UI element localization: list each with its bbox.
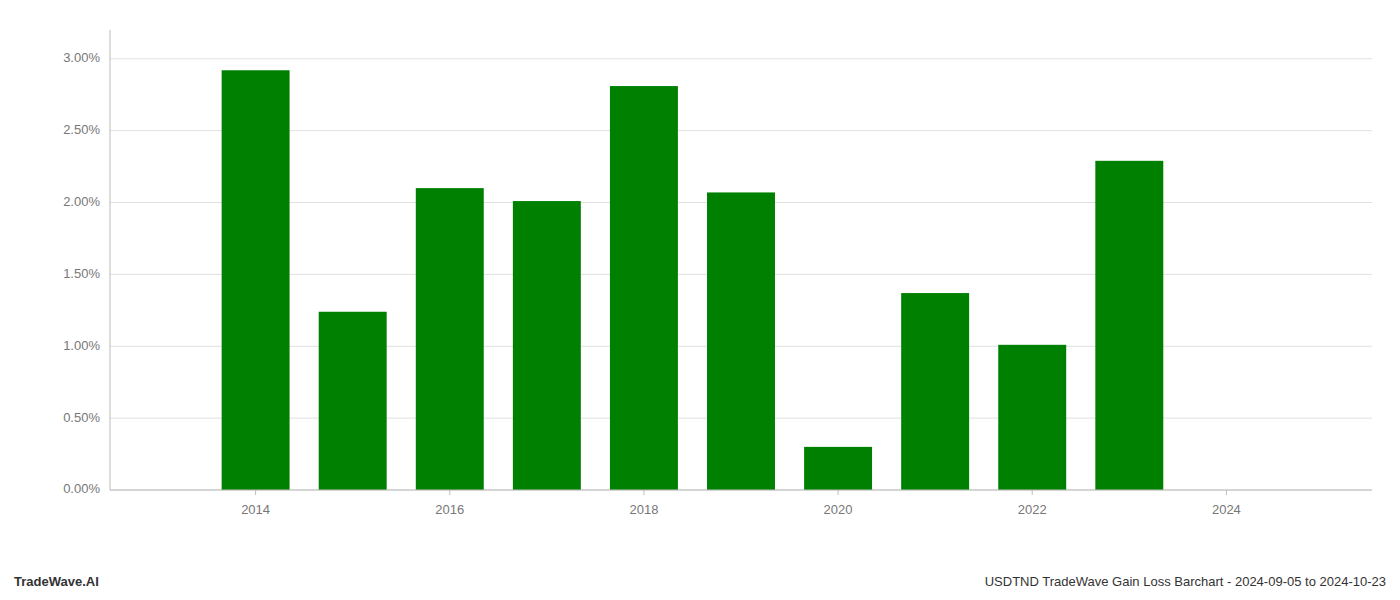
bar [901,293,969,490]
bar [222,70,290,490]
x-tick-label: 2024 [1212,502,1241,517]
x-tick [1032,490,1033,495]
x-tick [838,490,839,495]
bar [1095,161,1163,490]
grid-line [110,490,1372,491]
y-tick-label: 2.50% [63,122,100,137]
bar [610,86,678,490]
x-axis-line [110,490,1372,491]
x-tick-label: 2016 [435,502,464,517]
y-ticks: 0.00% 0.50% 1.00% 1.50% 2.00% 2.50% 3.00% [63,50,100,496]
x-tick-label: 2014 [241,502,270,517]
y-axis-line [110,30,111,490]
y-tick-label: 0.00% [63,481,100,496]
y-tick-label: 0.50% [63,410,100,425]
y-tick-label: 2.00% [63,194,100,209]
bars [222,70,1164,490]
bar [998,345,1066,490]
grid [110,59,1372,490]
x-tick [643,490,644,495]
x-tick [1226,490,1227,495]
annotation: TradeWave.AI [14,574,99,589]
bar [707,192,775,490]
y-tick-label: 1.00% [63,338,100,353]
x-tick [449,490,450,495]
x-ticks: 2014 2016 2018 2020 2022 2024 [241,490,1241,517]
grid-line [110,130,1372,131]
bar [319,312,387,490]
x-tick-label: 2022 [1018,502,1047,517]
chart: 0.00%0.50%1.00%1.50%2.00%2.50%3.00%20142… [0,0,1400,600]
bar [513,201,581,490]
annotation: USDTND TradeWave Gain Loss Barchart - 20… [985,574,1386,589]
y-tick-label: 1.50% [63,266,100,281]
x-tick-label: 2020 [824,502,853,517]
page: {"chart_data": {"type": "bar", "x": [201… [0,0,1400,600]
y-tick-label: 3.00% [63,50,100,65]
bar [804,447,872,490]
x-tick [255,490,256,495]
grid-line [110,58,1372,59]
x-tick-label: 2018 [629,502,658,517]
bar [416,188,484,490]
